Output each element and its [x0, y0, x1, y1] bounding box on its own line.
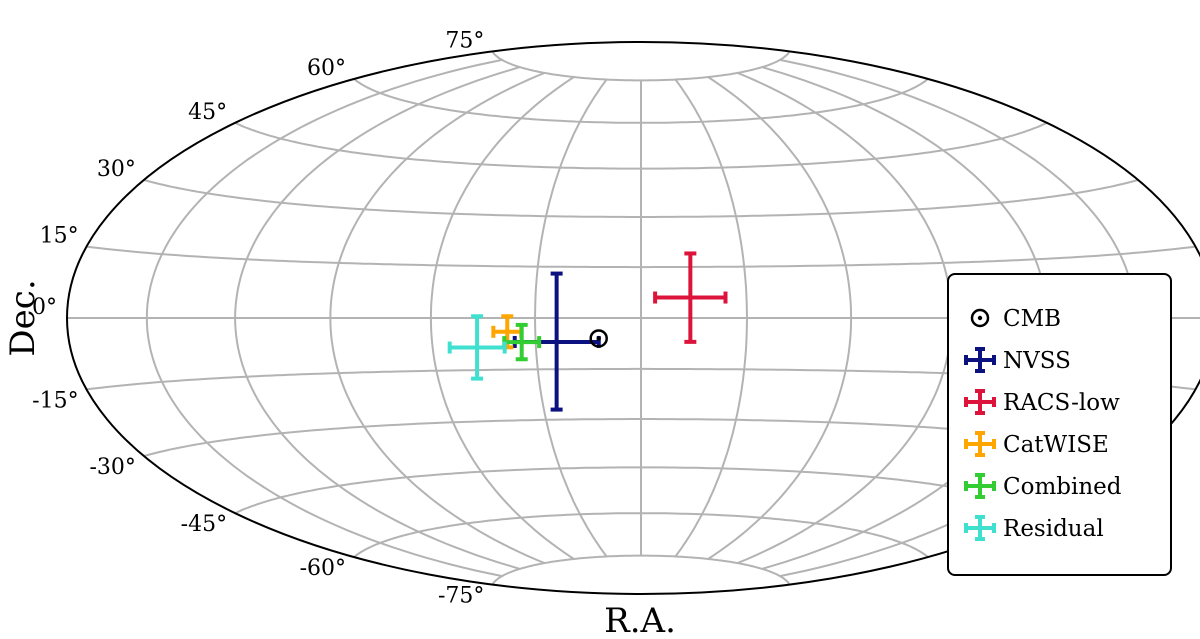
- legend: CMB NVSS RACS-low CatWISE Combined Residual: [947, 273, 1172, 576]
- legend-label: Combined: [1003, 474, 1122, 500]
- point-cmb: [589, 329, 608, 348]
- legend-label: RACS-low: [1003, 390, 1120, 416]
- legend-entry-combined: Combined: [964, 473, 1122, 500]
- legend-entry-nvss: NVSS: [964, 347, 1071, 374]
- dec-tick-label: -45°: [181, 512, 227, 537]
- ra-gridline: [533, 78, 608, 558]
- ra-gridline: [145, 58, 503, 578]
- ra-gridline: [329, 71, 545, 565]
- x-axis-label: R.A.: [604, 601, 676, 639]
- plot-frame: [66, 41, 1200, 595]
- dec-tick-label: -75°: [438, 584, 484, 609]
- point-racs-low: [653, 251, 728, 344]
- dec-tick-label: 0°: [32, 295, 57, 320]
- legend-label: CatWISE: [1003, 432, 1109, 458]
- dec-tick-label: 30°: [97, 157, 136, 182]
- point-residual: [447, 314, 507, 381]
- legend-box: [947, 273, 1172, 576]
- dec-tick-label: 60°: [307, 56, 346, 81]
- grid: [67, 50, 1200, 586]
- dec-tick-label: 75°: [445, 28, 484, 53]
- legend-label: NVSS: [1003, 348, 1071, 374]
- dec-tick-label: 15°: [40, 224, 79, 249]
- legend-entry-catwise: CatWISE: [964, 431, 1109, 458]
- legend-label: Residual: [1003, 516, 1104, 542]
- legend-entry-cmb: CMB: [970, 306, 1061, 332]
- ra-gridline: [234, 66, 521, 570]
- dec-tick-label: -30°: [89, 455, 135, 480]
- ra-gridline: [429, 76, 575, 560]
- dec-tick-label: -60°: [300, 556, 346, 581]
- legend-entry-racs-low: RACS-low: [964, 389, 1120, 416]
- dec-tick-label: -15°: [32, 388, 78, 413]
- dec-tick-labels: 75° 60° 45° 30° 15° 0° -15° -30° -45° -60° -75°: [32, 28, 484, 608]
- y-axis-label: Dec.: [3, 279, 43, 356]
- ra-gridline: [674, 78, 749, 558]
- ra-gridline: [707, 76, 853, 560]
- legend-label: CMB: [1003, 306, 1061, 332]
- dec-tick-label: 45°: [188, 100, 227, 125]
- legend-entry-residual: Residual: [964, 515, 1104, 542]
- data-points: [447, 251, 728, 412]
